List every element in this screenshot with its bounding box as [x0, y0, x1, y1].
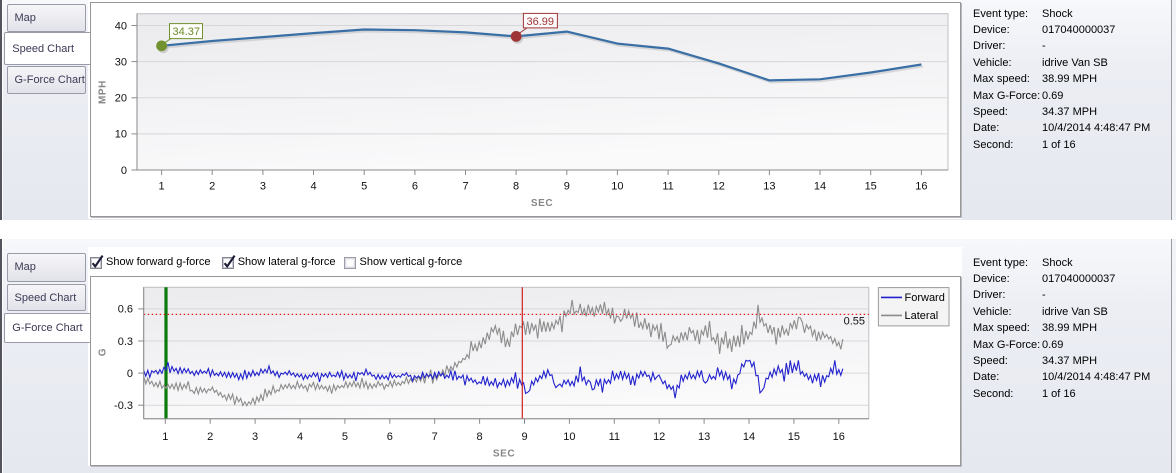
svg-text:4: 4	[310, 181, 316, 193]
svg-text:13: 13	[763, 181, 775, 193]
svg-text:30: 30	[115, 56, 127, 68]
svg-text:40: 40	[115, 20, 127, 32]
svg-text:MPH: MPH	[98, 80, 109, 104]
svg-text:5: 5	[361, 181, 367, 193]
svg-text:1: 1	[162, 431, 168, 443]
svg-text:11: 11	[662, 181, 673, 193]
svg-text:0: 0	[127, 368, 133, 380]
svg-text:10: 10	[563, 431, 575, 443]
svg-text:14: 14	[814, 181, 826, 193]
svg-text:6: 6	[387, 431, 393, 443]
svg-text:2: 2	[209, 181, 215, 193]
svg-text:7: 7	[432, 431, 438, 443]
svg-text:1: 1	[159, 181, 165, 193]
svg-text:34.37: 34.37	[173, 26, 201, 38]
svg-text:8: 8	[477, 431, 483, 443]
svg-text:3: 3	[252, 431, 258, 443]
svg-text:5: 5	[342, 431, 348, 443]
svg-text:G: G	[98, 348, 109, 356]
svg-text:11: 11	[609, 431, 620, 443]
svg-text:3: 3	[260, 181, 266, 193]
svg-text:Forward: Forward	[905, 292, 945, 304]
svg-text:12: 12	[653, 431, 665, 443]
svg-text:0.6: 0.6	[118, 304, 133, 316]
svg-text:13: 13	[698, 431, 710, 443]
svg-text:4: 4	[297, 431, 303, 443]
svg-text:12: 12	[713, 181, 725, 193]
svg-text:7: 7	[462, 181, 468, 193]
svg-text:36.99: 36.99	[527, 16, 555, 28]
svg-text:0.55: 0.55	[844, 316, 865, 328]
svg-text:6: 6	[412, 181, 418, 193]
svg-text:10: 10	[611, 181, 623, 193]
svg-text:10: 10	[115, 129, 127, 141]
svg-text:15: 15	[788, 431, 800, 443]
svg-text:9: 9	[564, 181, 570, 193]
svg-text:16: 16	[915, 181, 927, 193]
svg-text:8: 8	[513, 181, 519, 193]
svg-text:-0.3: -0.3	[114, 400, 133, 412]
svg-text:14: 14	[743, 431, 755, 443]
svg-text:20: 20	[115, 93, 127, 105]
svg-text:Lateral: Lateral	[905, 310, 939, 322]
svg-text:9: 9	[521, 431, 527, 443]
svg-text:SEC: SEC	[493, 449, 515, 460]
svg-text:0: 0	[121, 165, 127, 177]
svg-text:2: 2	[207, 431, 213, 443]
svg-text:16: 16	[833, 431, 845, 443]
svg-text:15: 15	[865, 181, 877, 193]
svg-text:SEC: SEC	[531, 198, 553, 209]
svg-text:0.3: 0.3	[118, 336, 133, 348]
